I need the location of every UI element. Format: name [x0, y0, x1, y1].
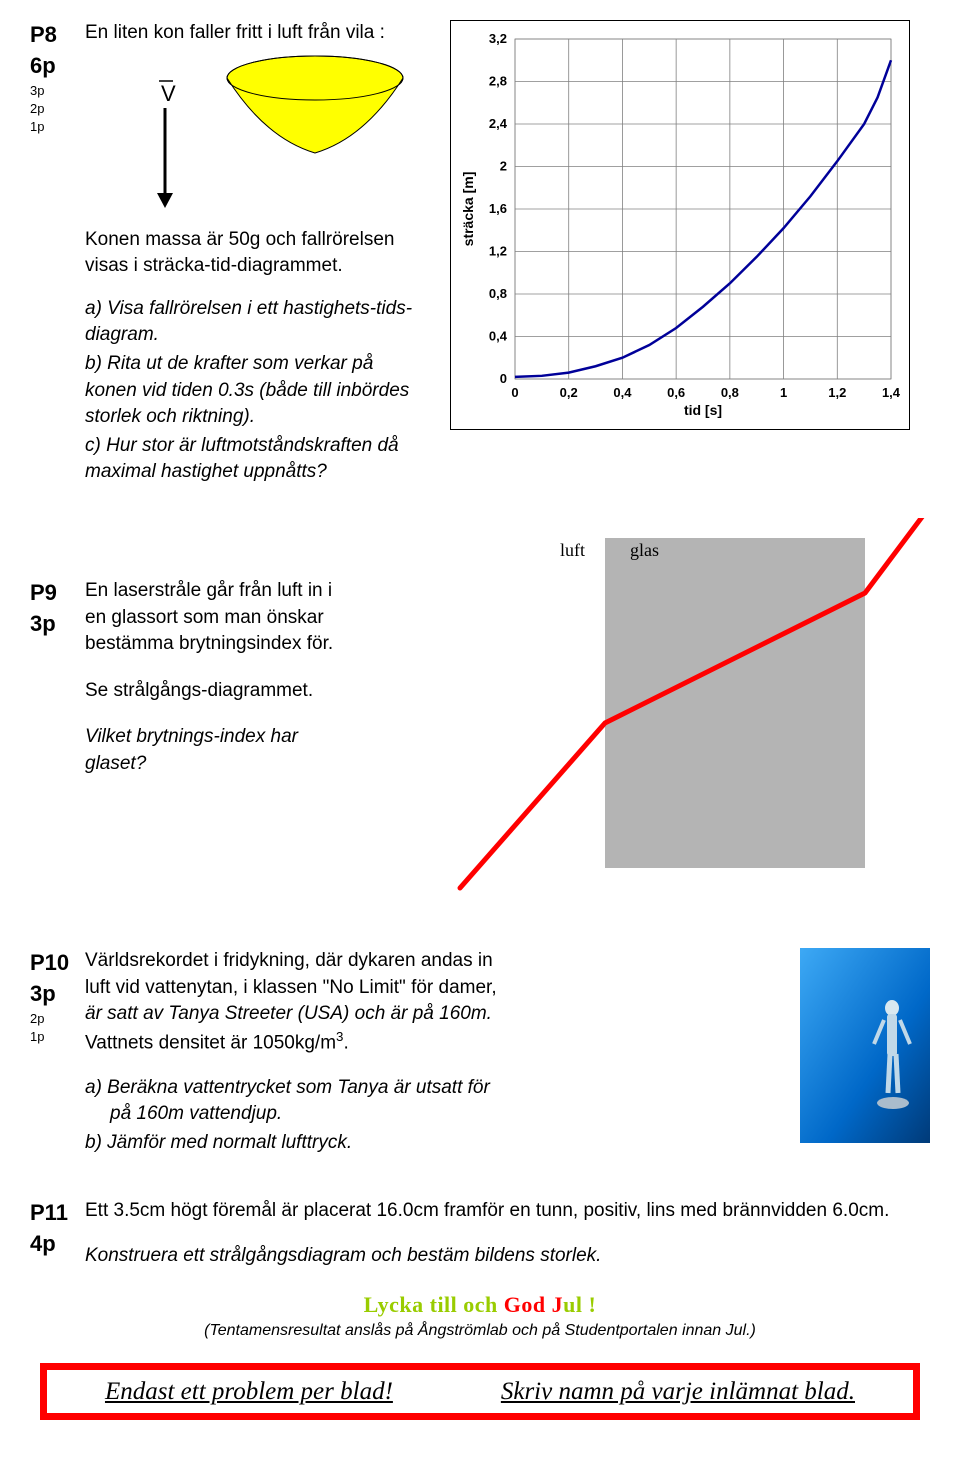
svg-text:luft: luft — [560, 540, 585, 560]
svg-text:tid [s]: tid [s] — [684, 402, 722, 418]
p10-l3: är satt av Tanya Streeter (USA) och är p… — [85, 1003, 492, 1024]
p8-chart-wrap: 0 0,2 0,4 0,6 0,8 1 1,2 1,4 0 0,4 0,8 1,2 1,6 2 2,4 2,8… — [450, 20, 930, 488]
p11-row: P11 4p Ett 3.5cm högt föremål är placera… — [30, 1198, 930, 1269]
svg-text:0,6: 0,6 — [667, 385, 685, 400]
p8-mass-line: Konen massa är 50g och fallrörelsen visa… — [85, 227, 430, 280]
p10-pts-1: 1p — [30, 1028, 85, 1046]
p9-text: En laserstråle går från luft in i en gla… — [85, 518, 345, 898]
p8-intro: En liten kon faller fritt i luft från vi… — [85, 20, 430, 47]
footer-green-2: ul ! — [563, 1292, 596, 1317]
p10-qa-l2: på 160m vattendjup. — [110, 1101, 282, 1128]
p9-label: P9 — [30, 578, 85, 609]
svg-text:0,8: 0,8 — [721, 385, 739, 400]
p11-content: Ett 3.5cm högt föremål är placerat 16.0c… — [85, 1198, 930, 1269]
p8-pts-1: 2p — [30, 100, 85, 118]
p9-row: P9 3p En laserstråle går från luft in i … — [30, 518, 930, 918]
p10-content: Världsrekordet i fridykning, där dykaren… — [85, 948, 930, 1158]
p9-q1: En laserstråle går från luft in i en gla… — [85, 578, 345, 658]
distance-time-chart: 0 0,2 0,4 0,6 0,8 1 1,2 1,4 0 0,4 0,8 1,2 1,6 2 2,4 2,8… — [450, 20, 910, 430]
p8-label-col: P8 6p 3p 2p 1p — [30, 20, 85, 488]
p9-q3: Vilket brytnings-index har glaset? — [85, 724, 345, 777]
p10-l2: luft vid vattenytan, i klassen "No Limit… — [85, 977, 497, 998]
diver-image — [800, 948, 930, 1143]
p11-sublabel: 4p — [30, 1229, 85, 1260]
p10-sublabel: 3p — [30, 979, 85, 1010]
p10-pts-0: 2p — [30, 1010, 85, 1028]
footer-red: God J — [504, 1292, 563, 1317]
p9-label-col: P9 3p — [30, 518, 85, 898]
svg-text:0,4: 0,4 — [489, 329, 508, 344]
p11-l1: Ett 3.5cm högt föremål är placerat 16.0c… — [85, 1198, 930, 1225]
p8-questions: a) Visa fallrörelsen i ett hastighets-ti… — [85, 296, 430, 486]
footer-green-1: Lycka till och — [364, 1292, 504, 1317]
svg-text:0: 0 — [500, 371, 507, 386]
p10-label: P10 — [30, 948, 85, 979]
p8-qb: b) Rita ut de krafter som verkar på kone… — [85, 351, 430, 431]
p8-sublabel: 6p — [30, 51, 85, 82]
p8-row: P8 6p 3p 2p 1p En liten kon faller fritt… — [30, 20, 930, 488]
p11-l2: Konstruera ett strålgångsdiagram och bes… — [85, 1243, 930, 1270]
svg-text:1,6: 1,6 — [489, 201, 507, 216]
p10-qa-l1: a) Beräkna vattentrycket som Tanya är ut… — [85, 1077, 490, 1098]
p11-label-col: P11 4p — [30, 1198, 85, 1269]
svg-text:0,2: 0,2 — [560, 385, 578, 400]
svg-text:1: 1 — [780, 385, 787, 400]
cone-arrow-diagram: V — [85, 53, 430, 223]
svg-text:sträcka [m]: sträcka [m] — [460, 172, 476, 247]
svg-text:2,4: 2,4 — [489, 116, 508, 131]
svg-text:1,4: 1,4 — [882, 385, 901, 400]
svg-text:1,2: 1,2 — [828, 385, 846, 400]
p11-label: P11 — [30, 1198, 85, 1229]
p10-qb: b) Jämför med normalt lufttryck. — [85, 1130, 760, 1157]
p10-body: Världsrekordet i fridykning, där dykaren… — [85, 948, 760, 1057]
p8-qa: a) Visa fallrörelsen i ett hastighets-ti… — [85, 296, 430, 349]
p10-l4: Vattnets densitet är 1050kg/m — [85, 1032, 336, 1053]
refraction-diagram: luft glas — [450, 518, 930, 898]
p10-end: . — [343, 1032, 348, 1053]
p10-row: P10 3p 2p 1p Världsrekordet i fridykning… — [30, 948, 930, 1158]
footer-box-left: Endast ett problem per blad! — [105, 1374, 393, 1409]
p8-pts-0: 3p — [30, 82, 85, 100]
svg-text:2,8: 2,8 — [489, 74, 507, 89]
p8-content: En liten kon faller fritt i luft från vi… — [85, 20, 430, 488]
footer-sub: (Tentamensresultat anslås på Ångströmlab… — [30, 1320, 930, 1342]
svg-text:3,2: 3,2 — [489, 31, 507, 46]
p10-label-col: P10 3p 2p 1p — [30, 948, 85, 1158]
svg-text:0: 0 — [511, 385, 518, 400]
svg-text:0,4: 0,4 — [613, 385, 632, 400]
p8-label: P8 — [30, 20, 85, 51]
svg-text:0,8: 0,8 — [489, 286, 507, 301]
p8-pts-2: 1p — [30, 118, 85, 136]
p10-l1: Världsrekordet i fridykning, där dykaren… — [85, 950, 493, 971]
svg-text:glas: glas — [630, 540, 659, 560]
footer-redbox: Endast ett problem per blad! Skriv namn … — [40, 1363, 920, 1420]
p9-q2: Se strålgångs-diagrammet. — [85, 678, 345, 705]
footer-wish: Lycka till och God Jul ! — [30, 1290, 930, 1321]
v-label: V — [161, 81, 176, 106]
svg-text:2: 2 — [500, 159, 507, 174]
p8-qc: c) Hur stor är luftmotståndskraften då m… — [85, 433, 430, 486]
p9-sublabel: 3p — [30, 609, 85, 640]
p10-questions: a) Beräkna vattentrycket som Tanya är ut… — [85, 1075, 760, 1157]
svg-text:1,2: 1,2 — [489, 244, 507, 259]
footer-box-right: Skriv namn på varje inlämnat blad. — [501, 1374, 855, 1409]
